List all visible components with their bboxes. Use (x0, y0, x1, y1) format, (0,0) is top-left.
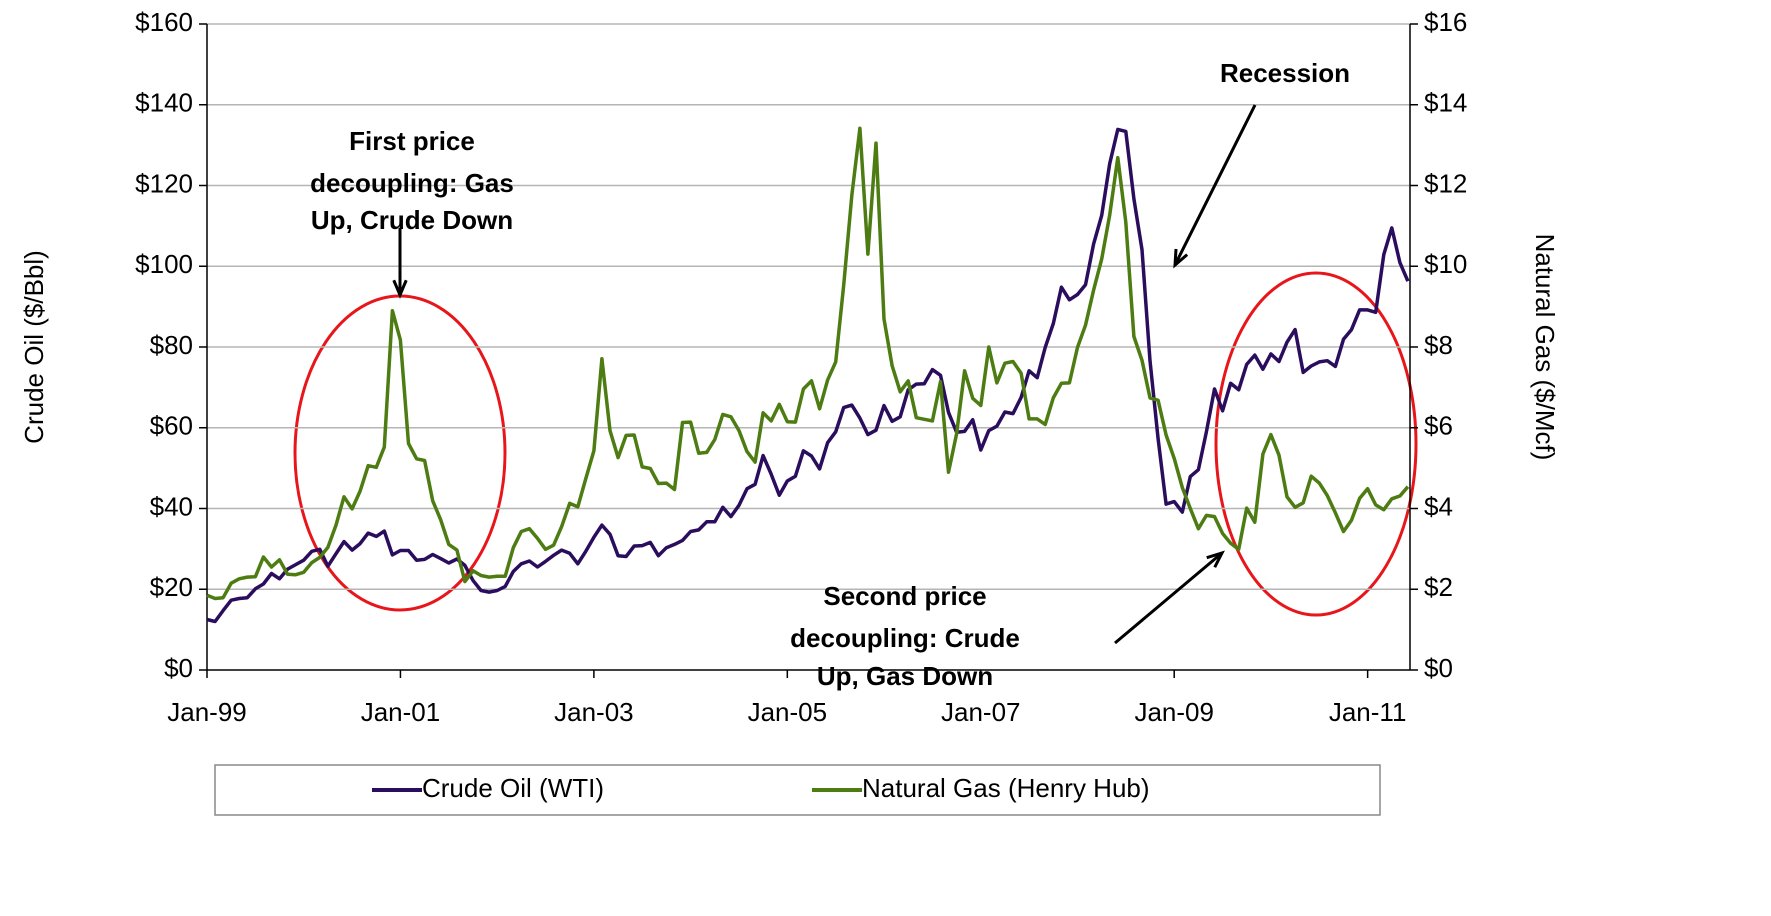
y-tick-label: $0 (164, 653, 193, 683)
y2-tick-label: $12 (1424, 168, 1467, 198)
y2-tick-label: $14 (1424, 88, 1467, 118)
y-tick-label: $140 (135, 88, 193, 118)
series-line (206, 127, 1410, 624)
arrow (1173, 104, 1257, 266)
annotation: First price (349, 126, 475, 156)
y-axis-label: Crude Oil ($/Bbl) (19, 250, 49, 444)
arrow (1114, 551, 1223, 645)
y-tick-label: $60 (150, 411, 193, 441)
y-tick-label: $40 (150, 491, 193, 521)
annotation: Second price (823, 581, 986, 611)
y-tick-label: $100 (135, 249, 193, 279)
arrow-head (1173, 248, 1189, 269)
arrow-head (392, 279, 408, 299)
y-tick-label: $160 (135, 7, 193, 37)
y2-axis-label: Natural Gas ($/Mcf) (1530, 234, 1560, 461)
y2-tick-label: $16 (1424, 7, 1467, 37)
arrow-head (1206, 550, 1225, 568)
y2-tick-label: $2 (1424, 572, 1453, 602)
y-tick-label: $20 (150, 572, 193, 602)
x-tick-label: Jan-05 (748, 697, 828, 727)
highlight-ellipse (1214, 271, 1418, 617)
y2-tick-label: $4 (1424, 491, 1453, 521)
x-tick-label: Jan-07 (941, 697, 1021, 727)
decorations (214, 271, 1418, 816)
annotation: Recession (1220, 58, 1350, 88)
series-line (206, 126, 1410, 601)
y2-tick-label: $10 (1424, 249, 1467, 279)
annotation: Up, Gas Down (817, 661, 993, 691)
x-tick-label: Jan-11 (1329, 697, 1407, 727)
x-tick-label: Jan-99 (167, 697, 247, 727)
annotation: decoupling: Crude (790, 623, 1020, 653)
y-tick-label: $120 (135, 168, 193, 198)
legend-label: Crude Oil (WTI) (422, 773, 604, 803)
y-tick-label: $80 (150, 330, 193, 360)
annotation: decoupling: Gas (310, 168, 514, 198)
x-tick-label: Jan-01 (361, 697, 441, 727)
y2-tick-label: $0 (1424, 653, 1453, 683)
x-tick-label: Jan-03 (554, 697, 634, 727)
x-tick-label: Jan-09 (1134, 697, 1214, 727)
legend-label: Natural Gas (Henry Hub) (862, 773, 1150, 803)
legend-box (214, 764, 1381, 816)
y2-tick-label: $6 (1424, 411, 1453, 441)
y2-tick-label: $8 (1424, 330, 1453, 360)
annotation: Up, Crude Down (311, 205, 513, 235)
